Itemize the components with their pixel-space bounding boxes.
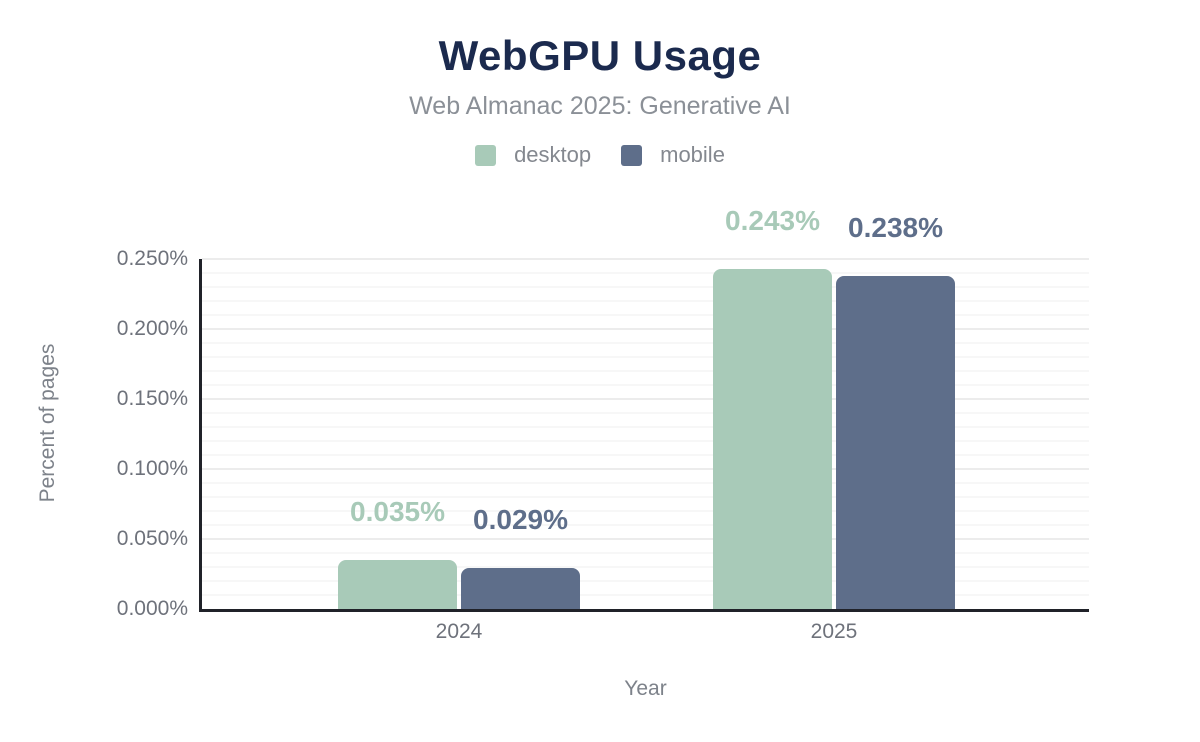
bar-mobile-2025[interactable] [836, 275, 955, 609]
gridline [202, 552, 1089, 554]
y-tick-label: 0.100% [116, 457, 188, 480]
y-tick-label: 0.200% [116, 317, 188, 340]
gridline [202, 594, 1089, 596]
value-label-desktop-2025: 0.243% [725, 204, 820, 236]
legend: desktop mobile [0, 142, 1200, 168]
legend-item-desktop[interactable]: desktop [475, 142, 591, 168]
gridline [202, 342, 1089, 344]
gridline [202, 412, 1089, 414]
gridline [202, 580, 1089, 582]
gridline [202, 538, 1089, 540]
y-axis-title: Percent of pages [36, 343, 59, 503]
y-tick-label: 0.250% [116, 247, 188, 270]
gridline [202, 426, 1089, 428]
x-axis-title: Year [624, 677, 667, 700]
gridline [202, 524, 1089, 526]
y-tick-label: 0.050% [116, 527, 188, 550]
legend-item-mobile[interactable]: mobile [621, 142, 725, 168]
legend-label: desktop [514, 142, 592, 167]
bar-mobile-2024[interactable] [461, 568, 580, 609]
x-tick-label: 2024 [435, 620, 483, 643]
gridline [202, 272, 1089, 274]
chart-title: WebGPU Usage [438, 32, 762, 79]
gridline [202, 314, 1089, 316]
legend-swatch-icon [475, 144, 497, 166]
x-tick-label: 2025 [810, 620, 858, 643]
chart-subtitle: Web Almanac 2025: Generative AI [409, 92, 791, 120]
legend-label: mobile [660, 142, 725, 167]
gridline [202, 300, 1089, 302]
bar-desktop-2024[interactable] [338, 560, 457, 609]
gridline [202, 384, 1089, 386]
gridline [202, 566, 1089, 568]
value-label-mobile-2024: 0.029% [473, 504, 568, 536]
value-label-mobile-2025: 0.238% [848, 211, 943, 243]
gridline [202, 398, 1089, 400]
gridline [202, 440, 1089, 442]
legend-swatch-icon [621, 144, 643, 166]
gridline [202, 370, 1089, 372]
gridline [202, 356, 1089, 358]
y-tick-label: 0.000% [116, 597, 188, 620]
gridline [202, 510, 1089, 512]
gridline [202, 468, 1089, 470]
y-tick-label: 0.150% [116, 387, 188, 410]
value-label-desktop-2024: 0.035% [350, 496, 445, 527]
plot-area [199, 258, 1089, 612]
gridline [202, 454, 1089, 456]
y-axis-ticks: 0.000% 0.050% 0.100% 0.150% 0.200% 0.250% [60, 0, 188, 742]
bar-desktop-2025[interactable] [713, 268, 832, 609]
gridline [202, 328, 1089, 330]
gridline [202, 496, 1089, 498]
gridline [202, 286, 1089, 288]
gridline [202, 258, 1089, 260]
gridline [202, 482, 1089, 484]
